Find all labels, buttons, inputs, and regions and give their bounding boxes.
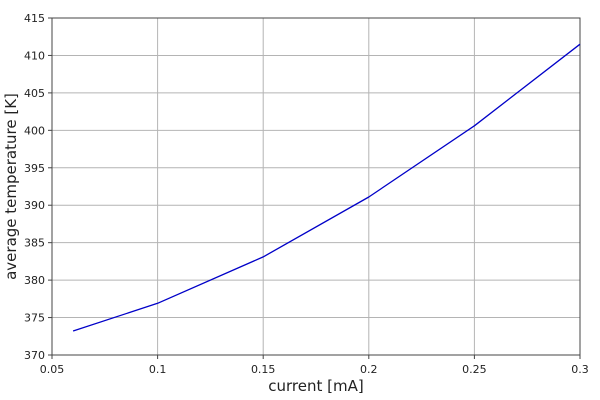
x-tick-label: 0.15 (251, 363, 276, 376)
y-axis-label: average temperature [K] (2, 93, 20, 280)
y-axis-ticks: 370 375 380 385 390 395 400 405 410 415 (24, 12, 52, 362)
series-layer (72, 43, 581, 332)
x-tick-label: 0.3 (571, 363, 589, 376)
x-tick-label: 0.1 (149, 363, 167, 376)
x-tick-label: 0.2 (360, 363, 378, 376)
y-tick-label: 415 (24, 12, 45, 25)
y-tick-label: 385 (24, 237, 45, 250)
y-tick-label: 410 (24, 49, 45, 62)
y-tick-label: 405 (24, 87, 45, 100)
series-line (72, 43, 581, 332)
x-axis-ticks: 0.05 0.1 0.15 0.2 0.25 0.3 (40, 355, 589, 376)
y-tick-label: 375 (24, 312, 45, 325)
y-tick-label: 370 (24, 349, 45, 362)
grid-lines (51, 17, 581, 356)
x-axis-label: current [mA] (268, 377, 363, 395)
y-tick-label: 395 (24, 162, 45, 175)
x-tick-label: 0.25 (462, 363, 487, 376)
x-tick-label: 0.05 (40, 363, 65, 376)
y-tick-label: 390 (24, 199, 45, 212)
y-tick-label: 380 (24, 274, 45, 287)
y-tick-label: 400 (24, 124, 45, 137)
plot-area-frame (51, 17, 581, 356)
